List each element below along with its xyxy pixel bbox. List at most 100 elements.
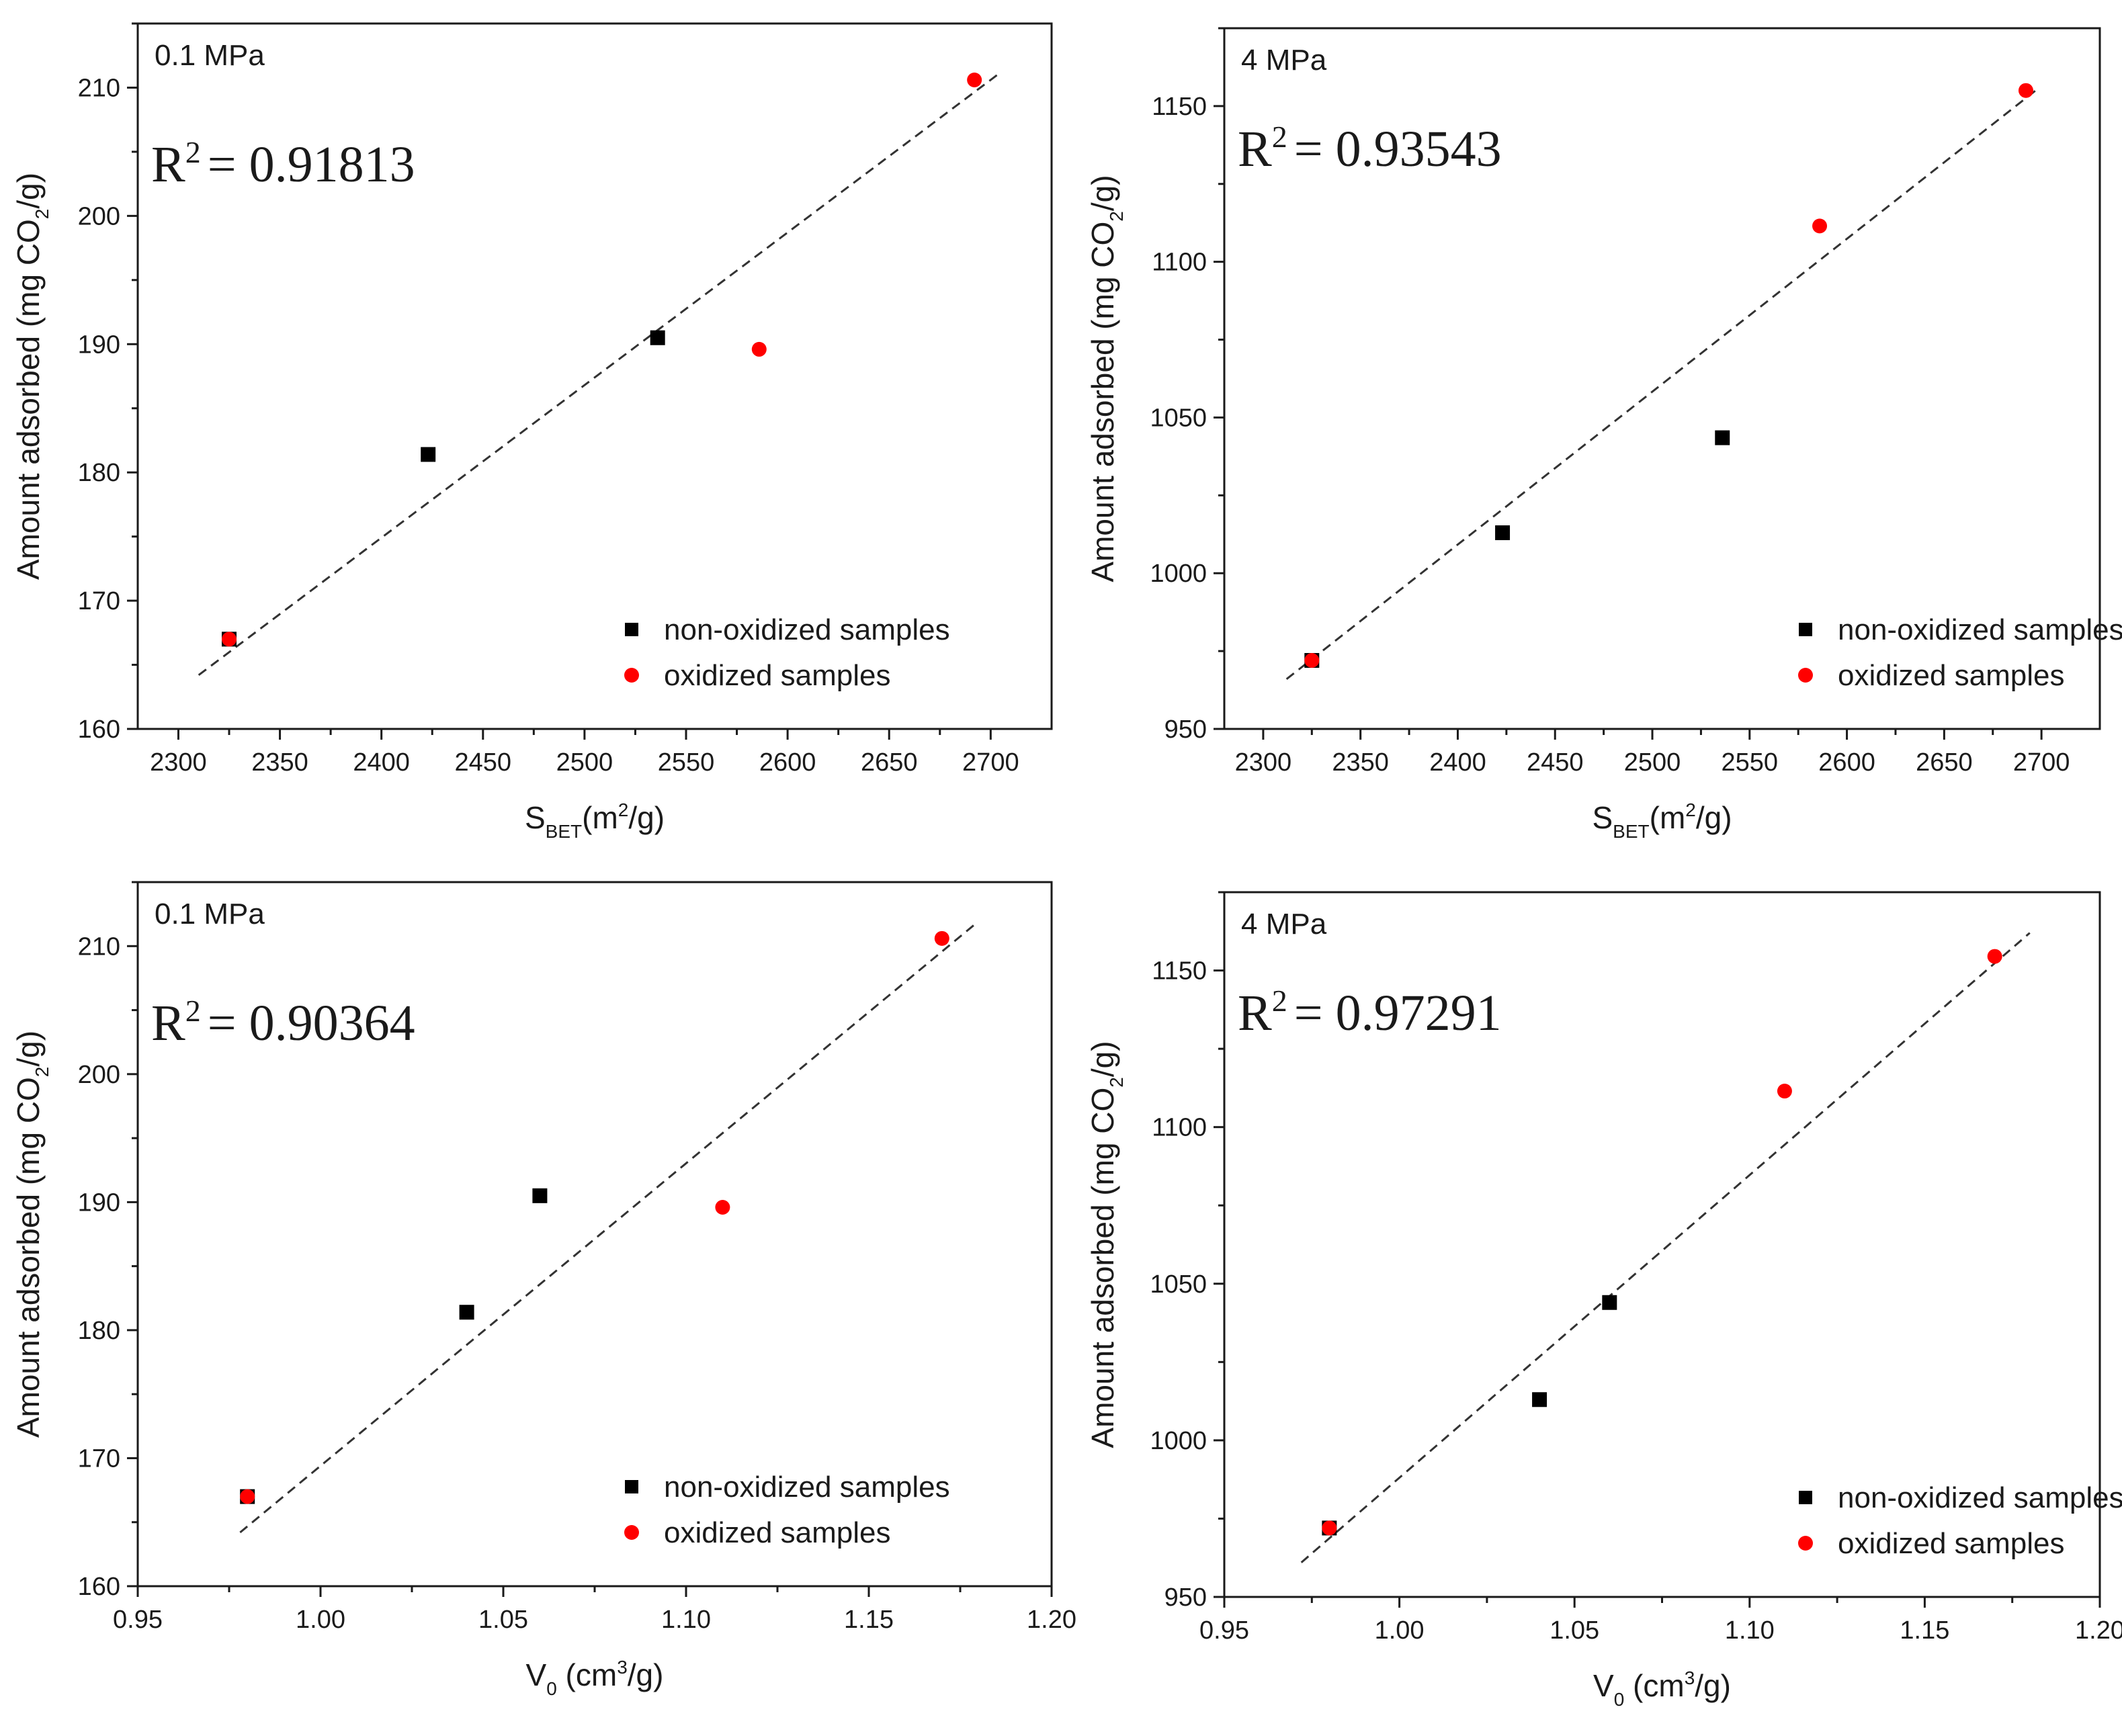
chart-panel-4: 0.95 1.00 1.05 1.10 1.15 1.20 950 1000 1050 1100 1…: [1085, 891, 2122, 1710]
r-squared-value: = 0.93543: [1294, 121, 1502, 177]
r-squared-exponent: 2: [185, 994, 201, 1028]
x-tick-label: 2550: [1722, 748, 1779, 777]
x-axis-label: SBET(m2/g): [1592, 799, 1732, 842]
legend-label-oxidized: oxidized samples: [664, 659, 891, 692]
y-tick-label: 1050: [1150, 1270, 1207, 1299]
legend-marker-non-oxidized: [1799, 1491, 1812, 1504]
x-tick-label: 1.20: [1027, 1606, 1076, 1634]
x-tick-label: 2650: [861, 748, 918, 777]
x-tick-label: 2700: [2013, 748, 2070, 777]
x-axis-label-main: S: [1592, 800, 1613, 835]
data-point-oxidized: [967, 73, 982, 87]
y-tick-label: 1100: [1152, 249, 1207, 277]
y-tick-label: 210: [78, 74, 120, 102]
x-tick-label: 1.20: [2075, 1616, 2122, 1645]
x-tick-label: 2650: [1916, 748, 1973, 777]
r-squared-value: = 0.97291: [1294, 985, 1502, 1041]
x-tick-label: 2450: [455, 748, 512, 777]
x-tick-label: 2500: [1624, 748, 1681, 777]
y-axis-label-main: Amount adsorbed (mg CO: [1085, 222, 1120, 582]
legend-label-non-oxidized: non-oxidized samples: [1838, 1481, 2122, 1514]
x-tick-label: 2300: [150, 748, 207, 777]
data-point-oxidized: [1777, 1084, 1792, 1099]
x-tick-label: 2400: [353, 748, 410, 777]
x-tick-label: 2600: [1818, 748, 1875, 777]
chart-panel-2: 2300 2350 2400 2450 2500 2550 2600 2650 2700 950 1…: [1085, 27, 2122, 842]
x-tick-label: 2350: [251, 748, 308, 777]
x-axis-label-sup: 2: [1685, 799, 1696, 820]
y-axis-label-sub: 2: [1106, 1077, 1127, 1088]
x-axis-label: V0 (cm3/g): [1593, 1667, 1731, 1710]
x-tick-label: 1.00: [1375, 1616, 1425, 1645]
x-tick-label: 1.10: [1725, 1616, 1775, 1645]
data-point-oxidized: [240, 1489, 255, 1504]
y-axis-label-main: Amount adsorbed (mg CO: [1085, 1088, 1120, 1448]
y-axis-label-end: /g): [11, 173, 46, 209]
plot-frame: [1223, 27, 2101, 730]
legend-label-non-oxidized: non-oxidized samples: [664, 613, 950, 646]
data-point-non-oxidized: [1532, 1392, 1547, 1407]
y-tick-label: 1000: [1150, 560, 1207, 588]
x-axis-label-end: /g): [628, 800, 665, 835]
x-tick-label: 0.95: [113, 1606, 163, 1634]
x-tick-label: 1.05: [478, 1606, 528, 1634]
linear-fit-line: [1300, 932, 2031, 1563]
linear-fit-line: [198, 71, 1002, 677]
r-squared-symbol: R: [1238, 985, 1272, 1041]
data-point-oxidized: [1987, 949, 2002, 964]
x-tick-label: 2700: [962, 748, 1019, 777]
legend-marker-non-oxidized: [625, 623, 638, 636]
chart-panel-3: 0.95 1.00 1.05 1.10 1.15 1.20 160 170 180 190 200 2…: [11, 881, 1076, 1699]
plot-frame: [136, 22, 1053, 730]
data-point-non-oxidized: [1602, 1295, 1617, 1310]
x-tick-label: 2450: [1527, 748, 1584, 777]
y-tick-label: 200: [78, 1061, 120, 1089]
x-axis-label-end: /g): [1695, 1668, 1731, 1703]
r-squared-value: = 0.90364: [208, 995, 415, 1051]
x-axis-label-end: /g): [1696, 800, 1732, 835]
x-axis-label-unit: (m: [582, 800, 618, 835]
y-tick-label: 160: [78, 715, 120, 744]
r-squared-value: = 0.91813: [208, 136, 415, 193]
data-point-oxidized: [222, 632, 237, 647]
data-point-oxidized: [715, 1199, 730, 1215]
x-axis-label-sub: 0: [546, 1678, 557, 1699]
x-tick-label: 2600: [759, 748, 816, 777]
x-axis-label-unit: (cm: [1624, 1668, 1684, 1703]
y-axis-label-sub: 2: [32, 1067, 52, 1078]
data-point-oxidized: [1322, 1520, 1337, 1536]
r-squared-exponent: 2: [185, 135, 201, 169]
x-axis-label-main: S: [525, 800, 546, 835]
y-tick-label: 170: [78, 1444, 120, 1473]
y-tick-label: 190: [78, 1188, 120, 1217]
x-tick-label: 0.95: [1199, 1616, 1249, 1645]
data-point-non-oxidized: [459, 1305, 474, 1320]
data-point-non-oxidized: [532, 1188, 548, 1203]
data-point-non-oxidized: [1715, 430, 1730, 445]
r-squared-label: R2 = 0.90364: [151, 994, 415, 1051]
x-axis-label-main: V: [526, 1657, 547, 1692]
legend-marker-oxidized: [624, 1525, 639, 1540]
y-tick-label: 160: [78, 1573, 120, 1601]
data-point-oxidized: [751, 341, 767, 357]
data-point-oxidized: [1304, 653, 1320, 668]
x-tick-label: 2500: [556, 748, 613, 777]
y-tick-label: 1150: [1152, 957, 1207, 986]
x-axis-label-main: V: [1593, 1668, 1614, 1703]
chart-panel-1: 2300 2350 2400 2450 2500 2550 2600 2650 2700 160 1…: [11, 22, 1053, 842]
y-axis-label-end: /g): [1085, 175, 1120, 211]
legend-label-non-oxidized: non-oxidized samples: [664, 1471, 950, 1504]
r-squared-symbol: R: [1238, 121, 1272, 177]
x-tick-label: 1.15: [844, 1606, 894, 1634]
y-axis-label-sub: 2: [1106, 211, 1127, 222]
y-axis-label-main: Amount adsorbed (mg CO: [11, 219, 46, 580]
y-axis-label: Amount adsorbed (mg CO2/g): [11, 1031, 52, 1438]
legend-marker-non-oxidized: [625, 1480, 638, 1493]
data-point-oxidized: [2018, 83, 2033, 98]
y-tick-label: 210: [78, 932, 120, 961]
legend-marker-oxidized: [1798, 668, 1813, 683]
x-axis-label-unit: (cm: [557, 1657, 617, 1692]
x-axis-label-sup: 2: [618, 799, 629, 820]
r-squared-exponent: 2: [1272, 120, 1287, 154]
